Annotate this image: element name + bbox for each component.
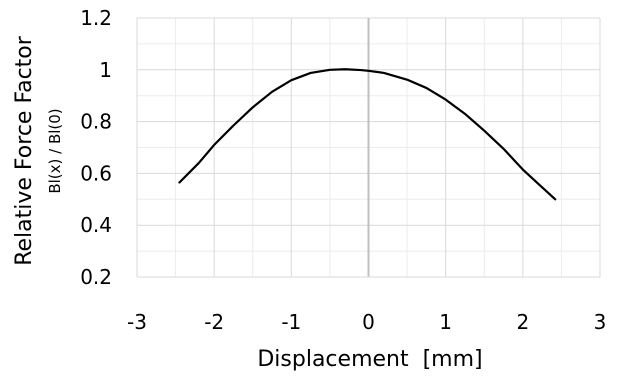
y-tick-label: 1 [99, 58, 112, 82]
zero-line [137, 18, 600, 278]
y-tick-label: 1.2 [80, 6, 112, 30]
y-tick-label: 0.2 [80, 265, 112, 289]
y-axis-title: Relative Force Factor [12, 35, 37, 266]
x-tick-label: -2 [204, 310, 224, 334]
series-layer [178, 68, 557, 201]
x-tick-label: 0 [362, 310, 375, 334]
x-tick-label: 1 [439, 310, 452, 334]
y-tick-label: 0.6 [80, 161, 112, 185]
x-axis-title: Displacement [mm] [257, 347, 482, 372]
x-tick-labels: -3 -2 -1 0 1 2 3 [127, 310, 606, 334]
series-line-0 [178, 68, 557, 201]
y-tick-label: 0.4 [80, 213, 112, 237]
x-tick-label: 3 [594, 310, 607, 334]
x-tick-label: -3 [127, 310, 147, 334]
x-tick-label: 2 [516, 310, 529, 334]
y-axis-subtitle: Bl(x) / Bl(0) [46, 108, 64, 193]
x-tick-label: -1 [281, 310, 301, 334]
y-tick-labels: 0.2 0.4 0.6 0.8 1 1.2 [80, 6, 112, 289]
y-tick-label: 0.8 [80, 110, 112, 134]
